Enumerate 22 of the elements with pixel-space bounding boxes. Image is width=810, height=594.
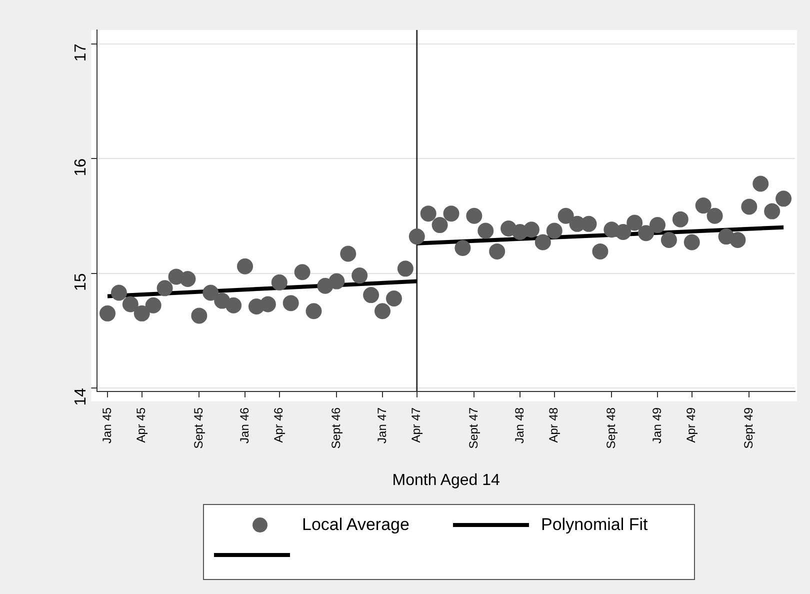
y-tick-label: 16 <box>72 158 90 176</box>
y-tick-label: 15 <box>72 273 90 292</box>
x-tick-label: Jan 46 <box>237 407 252 444</box>
x-tick-label: Sept 46 <box>328 407 343 449</box>
x-tick-label: Apr 45 <box>134 407 148 443</box>
y-tick-label: 14 <box>72 388 90 406</box>
legend-label: Polynomial Fit <box>541 515 648 535</box>
x-tick-label: Sept 47 <box>466 407 480 449</box>
x-tick-label: Sept 49 <box>741 407 756 449</box>
x-tick-label: Jan 47 <box>374 407 389 444</box>
x-tick-label: Apr 48 <box>546 407 561 443</box>
x-tick-label: Jan 48 <box>512 407 526 444</box>
x-axis-title: Month Aged 14 <box>392 472 500 489</box>
x-tick-label: Apr 49 <box>684 407 698 443</box>
x-tick-label: Apr 46 <box>272 407 286 443</box>
x-tick-label: Apr 47 <box>409 407 424 443</box>
legend-label: Local Average <box>302 515 410 535</box>
x-tick-label: Jan 49 <box>650 407 664 444</box>
x-tick-label: Sept 45 <box>191 407 206 449</box>
y-tick-label: 17 <box>72 44 90 62</box>
x-tick-label: Jan 45 <box>100 407 114 444</box>
x-tick-label: Sept 48 <box>604 407 618 449</box>
